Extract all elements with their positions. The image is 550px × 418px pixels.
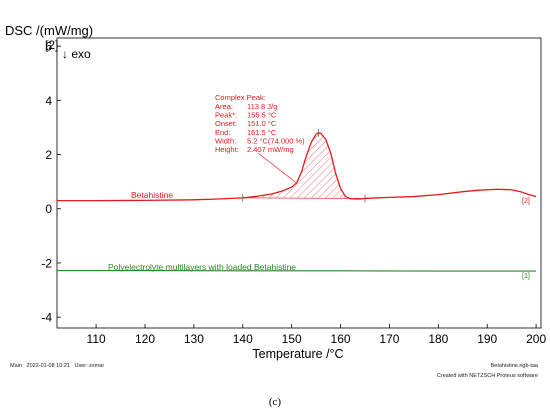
plot-frame	[56, 37, 542, 329]
y-tick-label: -4	[41, 311, 52, 325]
complex-peak-row-label: Width:	[215, 136, 236, 145]
x-tick-label: 170	[379, 332, 399, 346]
footer-info: Main 2022-01-08 10:21 User: zsmar	[10, 363, 105, 369]
x-tick-label: 160	[331, 332, 351, 346]
complex-peak-row-value: 161.5 °C	[247, 128, 277, 137]
series-label-betahistine: Betahistine	[131, 190, 173, 200]
y-tick-label: 0	[45, 202, 52, 216]
complex-peak-row-value: 2.407 mW/mg	[247, 145, 294, 154]
footer-credit: Created with NETZSCH Proteus software	[436, 373, 538, 379]
x-axis-label: Temperature /°C	[252, 347, 343, 361]
y-axis-marker: [2]	[45, 38, 58, 52]
complex-peak-row-value: 151.0 °C	[247, 119, 277, 128]
complex-peak-row-label: Onset:	[215, 119, 237, 128]
complex-peak-row-value: 5.2 °C(74.000 %)	[247, 136, 305, 145]
annotation-leader-line	[257, 152, 297, 184]
x-tick-label: 120	[135, 332, 155, 346]
x-tick-label: 130	[184, 332, 204, 346]
y-tick-label: -2	[41, 256, 52, 270]
y-axis-label: DSC /(mW/mg)	[5, 23, 93, 38]
complex-peak-annotation: Complex Peak: Area: 113.8 J/g Peak*: 155.5 …	[215, 93, 305, 154]
complex-peak-title: Complex Peak:	[215, 93, 266, 102]
x-tick-label: 180	[428, 332, 448, 346]
integration-baseline	[242, 197, 366, 199]
series-line-betahistine	[57, 132, 537, 202]
x-tick-label: 140	[233, 332, 253, 346]
complex-peak-row-value: 113.8 J/g	[247, 102, 277, 111]
footer-filename: Betahistine.ngb-taa	[490, 363, 538, 369]
panel-label: (c)	[268, 396, 282, 408]
x-tick-label: 200	[526, 332, 546, 346]
complex-peak-row-value: 155.5 °C	[247, 111, 277, 120]
complex-peak-row-label: End:	[215, 128, 230, 137]
y-axis-direction: ↓ exo	[62, 47, 91, 61]
series-marker-polyelectrolyte: [1]	[522, 273, 530, 280]
y-tick-label: 2	[45, 148, 52, 162]
y-tick-label: 4	[45, 94, 52, 108]
complex-peak-row-label: Peak*:	[215, 111, 237, 120]
series-label-polyelectrolyte: Polyelectrolyte multilayers with loaded …	[108, 262, 296, 272]
complex-peak-row-label: Area:	[215, 102, 233, 111]
x-tick-label: 110	[87, 332, 106, 346]
complex-peak-row-label: Height:	[215, 145, 239, 154]
series-line-polyelectrolyte	[57, 269, 537, 272]
x-tick-label: 190	[477, 332, 497, 346]
x-tick-label: 150	[282, 332, 302, 346]
series-marker-betahistine: [2]	[522, 198, 530, 205]
y-tick-label: 6	[45, 40, 52, 54]
